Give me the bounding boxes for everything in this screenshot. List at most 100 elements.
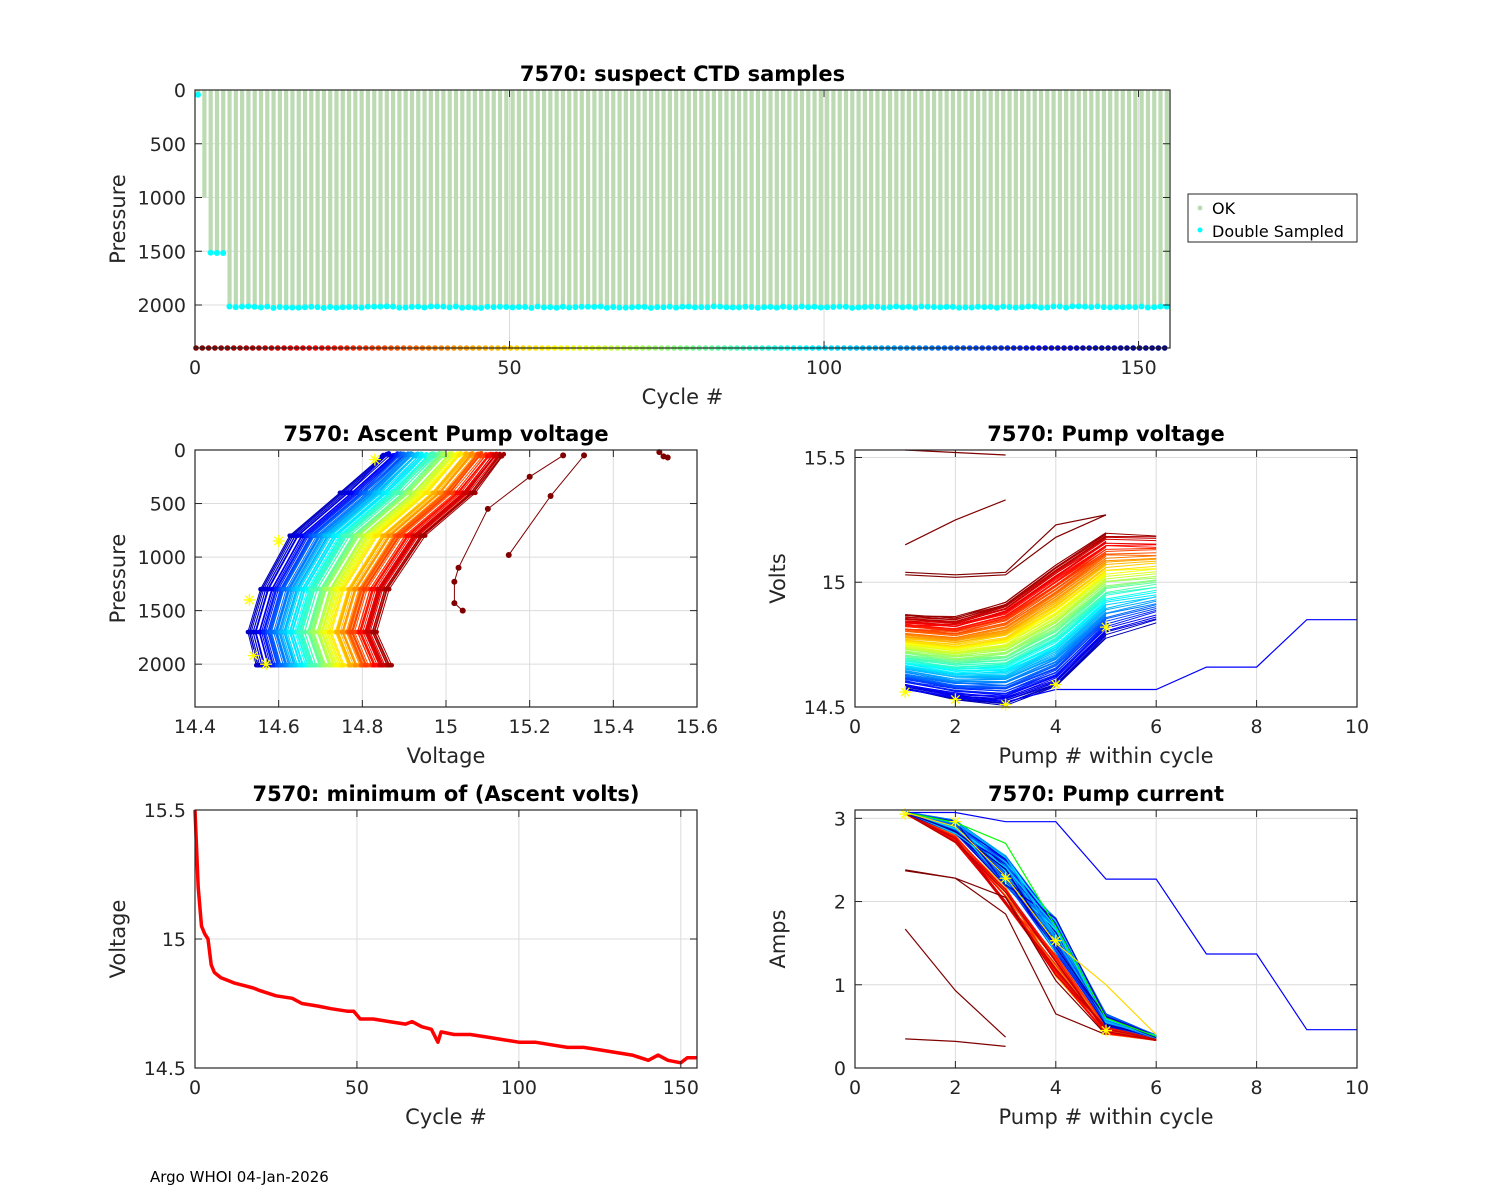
double-sampled-point <box>314 304 321 311</box>
chart-title: 7570: suspect CTD samples <box>520 62 845 86</box>
y-tick-label: 15.5 <box>144 800 186 822</box>
pump-current-series-early-d <box>905 870 1107 1036</box>
pump-voltage-line <box>905 574 1107 651</box>
ok-profile-bar <box>812 90 817 308</box>
pump-voltage-line <box>905 586 1157 669</box>
double-sampled-point <box>308 303 315 310</box>
x-tick-label: 50 <box>497 357 521 379</box>
ascent-profile-point <box>364 629 370 635</box>
outlier-profile-line <box>453 454 564 611</box>
star-marker <box>899 686 912 699</box>
ok-profile-bar <box>284 90 289 308</box>
x-axis-label: Voltage <box>407 744 486 768</box>
ok-profile-bar <box>271 90 276 308</box>
legend-box <box>1187 193 1358 243</box>
ascent-profile-point <box>429 451 435 456</box>
ok-profile-bar <box>403 90 408 308</box>
ascent-profile-point <box>492 453 498 458</box>
ok-profile-bar <box>1126 90 1132 308</box>
y-tick-label: 500 <box>150 134 186 156</box>
double-sampled-point <box>1113 303 1120 310</box>
ok-profile-bar <box>567 90 572 308</box>
ok-profile-bar <box>743 90 748 308</box>
double-sampled-point <box>673 304 680 311</box>
double-sampled-point <box>295 304 302 311</box>
ascent-profile-point <box>340 662 345 668</box>
ok-profile-bar <box>428 90 433 308</box>
ascent-profile-line <box>269 453 404 666</box>
double-sampled-point <box>1031 303 1038 310</box>
double-sampled-point <box>597 303 604 310</box>
star-marker <box>243 593 256 606</box>
ascent-profile-line <box>291 455 424 666</box>
ascent-profile-point <box>311 629 317 635</box>
ascent-profile-line <box>358 456 488 666</box>
ok-profile-bar <box>397 90 402 308</box>
ok-profile-bar <box>1108 90 1113 308</box>
ascent-profile-point <box>362 662 368 668</box>
ok-profile-bar <box>1057 90 1062 308</box>
ascent-profile-point <box>386 662 392 668</box>
ascent-profile-point <box>373 533 379 538</box>
ascent-profile-line <box>296 455 429 666</box>
ascent-profile-line <box>323 454 455 666</box>
ascent-profile-line <box>337 454 468 666</box>
y-tick-label: 15 <box>162 929 186 951</box>
ok-profile-bar <box>296 90 301 308</box>
double-sampled-point <box>528 304 535 311</box>
ascent-profile-line <box>297 455 431 666</box>
ascent-profile-point <box>404 533 410 538</box>
ok-profile-bar <box>925 90 930 308</box>
ascent-profile-point <box>297 662 303 668</box>
ascent-profile-point <box>289 533 294 538</box>
ok-profile-bar <box>906 90 912 308</box>
double-sampled-point <box>207 249 214 256</box>
ok-profile-bar <box>988 90 993 308</box>
ascent-profile-line <box>369 455 498 666</box>
double-sampled-point <box>383 303 390 310</box>
double-sampled-point <box>981 304 988 311</box>
ok-profile-bar <box>1145 90 1151 308</box>
double-sampled-point <box>465 304 472 311</box>
ascent-profile-line <box>307 454 440 666</box>
star-marker <box>999 872 1012 885</box>
double-sampled-point <box>459 304 466 311</box>
ascent-profile-point <box>262 629 267 635</box>
pump-voltage-series-early-c <box>905 514 1107 576</box>
chart-title: 7570: minimum of (Ascent volts) <box>252 782 639 806</box>
ok-profile-bar <box>1020 90 1025 308</box>
double-sampled-point <box>975 303 981 310</box>
ascent-profile-point <box>292 533 298 538</box>
ascent-profile-line <box>284 453 418 666</box>
y-tick-label: 14.5 <box>804 697 846 719</box>
y-tick-label: 500 <box>150 494 186 516</box>
x-tick-label: 0 <box>849 716 861 738</box>
double-sampled-point <box>761 304 768 311</box>
ascent-profile-point <box>339 629 345 635</box>
x-tick-label: 150 <box>1120 357 1156 379</box>
ok-profile-bar <box>749 90 754 308</box>
x-tick-label: 0 <box>849 1077 861 1099</box>
double-sampled-point <box>471 304 478 311</box>
double-sampled-point <box>289 304 296 311</box>
x-tick-label: 15.6 <box>676 716 718 738</box>
ascent-profile-line <box>254 453 390 666</box>
ascent-profile-point <box>462 490 468 496</box>
ascent-profile-point <box>485 454 490 459</box>
legend-marker-double-sampled <box>1197 227 1203 233</box>
ok-profile-bar <box>1114 90 1119 308</box>
ok-profile-bar <box>346 90 352 308</box>
ok-profile-bar <box>359 90 364 308</box>
ok-profile-bar <box>957 90 962 308</box>
x-tick-label: 150 <box>663 1077 699 1099</box>
ok-profile-bar <box>1001 90 1006 308</box>
double-sampled-point <box>540 304 547 311</box>
ok-profile-bar <box>548 90 553 308</box>
star-marker <box>899 808 912 821</box>
ascent-profile-line <box>252 454 388 666</box>
double-sampled-point <box>245 303 252 310</box>
ascent-profile-line <box>247 456 383 666</box>
y-axis-label: Pressure <box>106 534 130 624</box>
x-tick-label: 0 <box>189 1077 201 1099</box>
x-tick-label: 15.4 <box>592 716 634 738</box>
